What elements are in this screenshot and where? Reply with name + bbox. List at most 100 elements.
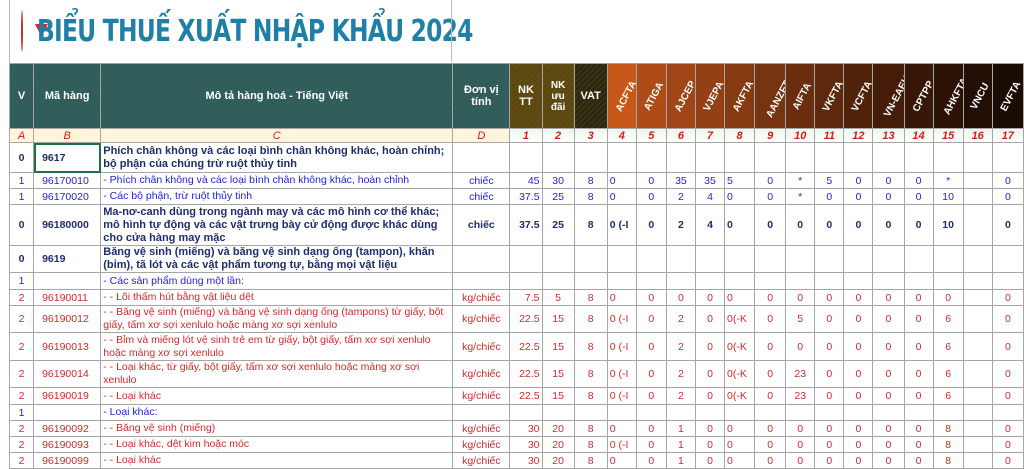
rate-cell[interactable]: 0 — [903, 204, 934, 246]
column-index-cell[interactable]: 7 — [694, 128, 726, 143]
description-cell[interactable]: - Các bộ phận, trừ ruột thủy tinh — [100, 188, 454, 205]
hs-code-cell[interactable]: 96190099 — [33, 452, 102, 469]
rate-cell[interactable]: 0 — [843, 360, 874, 388]
header-fta-akfta[interactable]: AKFTA — [724, 63, 756, 129]
rate-cell[interactable]: 0 — [903, 332, 934, 361]
header-fta-aifta[interactable]: AIFTA — [785, 63, 816, 129]
rate-cell[interactable]: 0 — [635, 305, 667, 333]
rate-cell[interactable]: 0 — [991, 452, 1024, 469]
hs-code-cell[interactable]: 96170010 — [33, 172, 102, 189]
header-fta-acfta[interactable]: ACFTA — [606, 63, 637, 129]
rate-cell[interactable] — [962, 142, 993, 173]
level-cell[interactable]: 2 — [8, 360, 35, 388]
rate-cell[interactable]: 0 — [903, 289, 934, 306]
rate-cell[interactable]: 8 — [573, 172, 608, 189]
rate-cell[interactable] — [754, 245, 787, 273]
rate-cell[interactable]: 22.5 — [509, 387, 543, 405]
rate-cell[interactable]: 10 — [932, 204, 964, 246]
rate-cell[interactable]: 0 — [785, 332, 816, 361]
column-index-cell[interactable]: 11 — [814, 128, 845, 143]
header-fta-vn-eaeu[interactable]: VN-EAEU — [872, 63, 905, 129]
rate-cell[interactable]: 0 — [665, 289, 696, 306]
description-cell[interactable]: - - Loại khác, từ giấy, bột giấy, tấm xơ… — [100, 360, 454, 388]
rate-cell[interactable]: 0 — [843, 289, 874, 306]
header-description[interactable]: Mô tả hàng hoá - Tiếng Việt — [100, 63, 454, 129]
rate-cell[interactable]: 0 — [785, 289, 816, 306]
rate-cell[interactable] — [843, 245, 874, 273]
rate-cell[interactable]: 2 — [665, 360, 696, 388]
hs-code-cell[interactable]: 96190019 — [33, 387, 102, 405]
rate-cell[interactable]: 1 — [665, 436, 696, 453]
unit-cell[interactable]: chiếc — [452, 172, 511, 189]
rate-cell[interactable] — [814, 404, 845, 421]
rate-cell[interactable]: 0 — [694, 436, 726, 453]
rate-cell[interactable]: 0 — [814, 452, 845, 469]
rate-cell[interactable]: 30 — [509, 420, 543, 437]
rate-cell[interactable]: 0 — [754, 360, 787, 388]
header-fta-vkfta[interactable]: VKFTA — [814, 63, 845, 129]
rate-cell[interactable]: 0 — [635, 452, 667, 469]
rate-cell[interactable]: 0 — [635, 436, 667, 453]
rate-cell[interactable]: 0 — [635, 387, 667, 405]
rate-cell[interactable]: 0 — [606, 452, 637, 469]
rate-cell[interactable]: 5 — [541, 289, 575, 306]
rate-cell[interactable]: 0 — [991, 387, 1024, 405]
rate-cell[interactable] — [843, 272, 874, 290]
rate-cell[interactable]: 22.5 — [509, 332, 543, 361]
rate-cell[interactable] — [665, 142, 696, 173]
rate-cell[interactable]: 35 — [694, 172, 726, 189]
unit-cell[interactable] — [452, 245, 511, 273]
rate-cell[interactable] — [785, 142, 816, 173]
rate-cell[interactable]: 30 — [541, 172, 575, 189]
rate-cell[interactable]: 0 — [814, 360, 845, 388]
rate-cell[interactable] — [724, 245, 756, 273]
rate-cell[interactable]: 0 — [991, 420, 1024, 437]
rate-cell[interactable] — [991, 404, 1024, 421]
rate-cell[interactable]: 0 — [694, 452, 726, 469]
rate-cell[interactable]: 0 (-I — [606, 332, 637, 361]
level-cell[interactable]: 1 — [8, 272, 35, 290]
rate-cell[interactable]: 0 — [843, 387, 874, 405]
rate-cell[interactable]: 8 — [573, 360, 608, 388]
rate-cell[interactable]: 0 — [903, 420, 934, 437]
rate-cell[interactable]: 0 — [991, 436, 1024, 453]
description-cell[interactable]: - - Băng vệ sinh (miếng) — [100, 420, 454, 437]
rate-cell[interactable]: 8 — [932, 436, 964, 453]
column-index-cell[interactable]: 16 — [962, 128, 993, 143]
unit-cell[interactable]: kg/chiếc — [452, 420, 511, 437]
rate-cell[interactable]: 8 — [573, 289, 608, 306]
rate-cell[interactable]: 0 — [903, 452, 934, 469]
header-fta-ahkfta[interactable]: AHKFTA — [932, 63, 964, 129]
rate-cell[interactable]: 0 — [843, 172, 874, 189]
rate-cell[interactable]: 8 — [932, 452, 964, 469]
rate-cell[interactable]: 0 (-I — [606, 436, 637, 453]
header-fta-cptpp[interactable]: CPTPP — [903, 63, 934, 129]
rate-cell[interactable]: 0 — [694, 305, 726, 333]
rate-cell[interactable]: 8 — [573, 188, 608, 205]
level-cell[interactable]: 2 — [8, 332, 35, 361]
rate-cell[interactable] — [962, 245, 993, 273]
rate-cell[interactable]: 0 — [754, 332, 787, 361]
rate-cell[interactable]: 0 — [694, 289, 726, 306]
rate-cell[interactable]: 0 — [814, 289, 845, 306]
rate-cell[interactable]: 0 — [754, 436, 787, 453]
rate-cell[interactable]: 2 — [665, 387, 696, 405]
description-cell[interactable]: - Loại khác: — [100, 404, 454, 421]
description-cell[interactable]: - - Loại khác — [100, 452, 454, 469]
rate-cell[interactable]: 37.5 — [509, 204, 543, 246]
rate-cell[interactable]: 25 — [541, 204, 575, 246]
rate-cell[interactable] — [872, 245, 905, 273]
rate-cell[interactable]: 0 (-I — [606, 360, 637, 388]
rate-cell[interactable]: 8 — [573, 204, 608, 246]
unit-cell[interactable]: kg/chiếc — [452, 289, 511, 306]
rate-cell[interactable] — [509, 142, 543, 173]
column-index-cell[interactable]: 15 — [932, 128, 964, 143]
rate-cell[interactable]: 0 — [903, 360, 934, 388]
rate-cell[interactable] — [932, 272, 964, 290]
rate-cell[interactable] — [903, 272, 934, 290]
rate-cell[interactable] — [814, 245, 845, 273]
unit-cell[interactable] — [452, 142, 511, 173]
rate-cell[interactable]: 23 — [785, 387, 816, 405]
rate-cell[interactable] — [785, 245, 816, 273]
rate-cell[interactable]: 0 — [606, 188, 637, 205]
